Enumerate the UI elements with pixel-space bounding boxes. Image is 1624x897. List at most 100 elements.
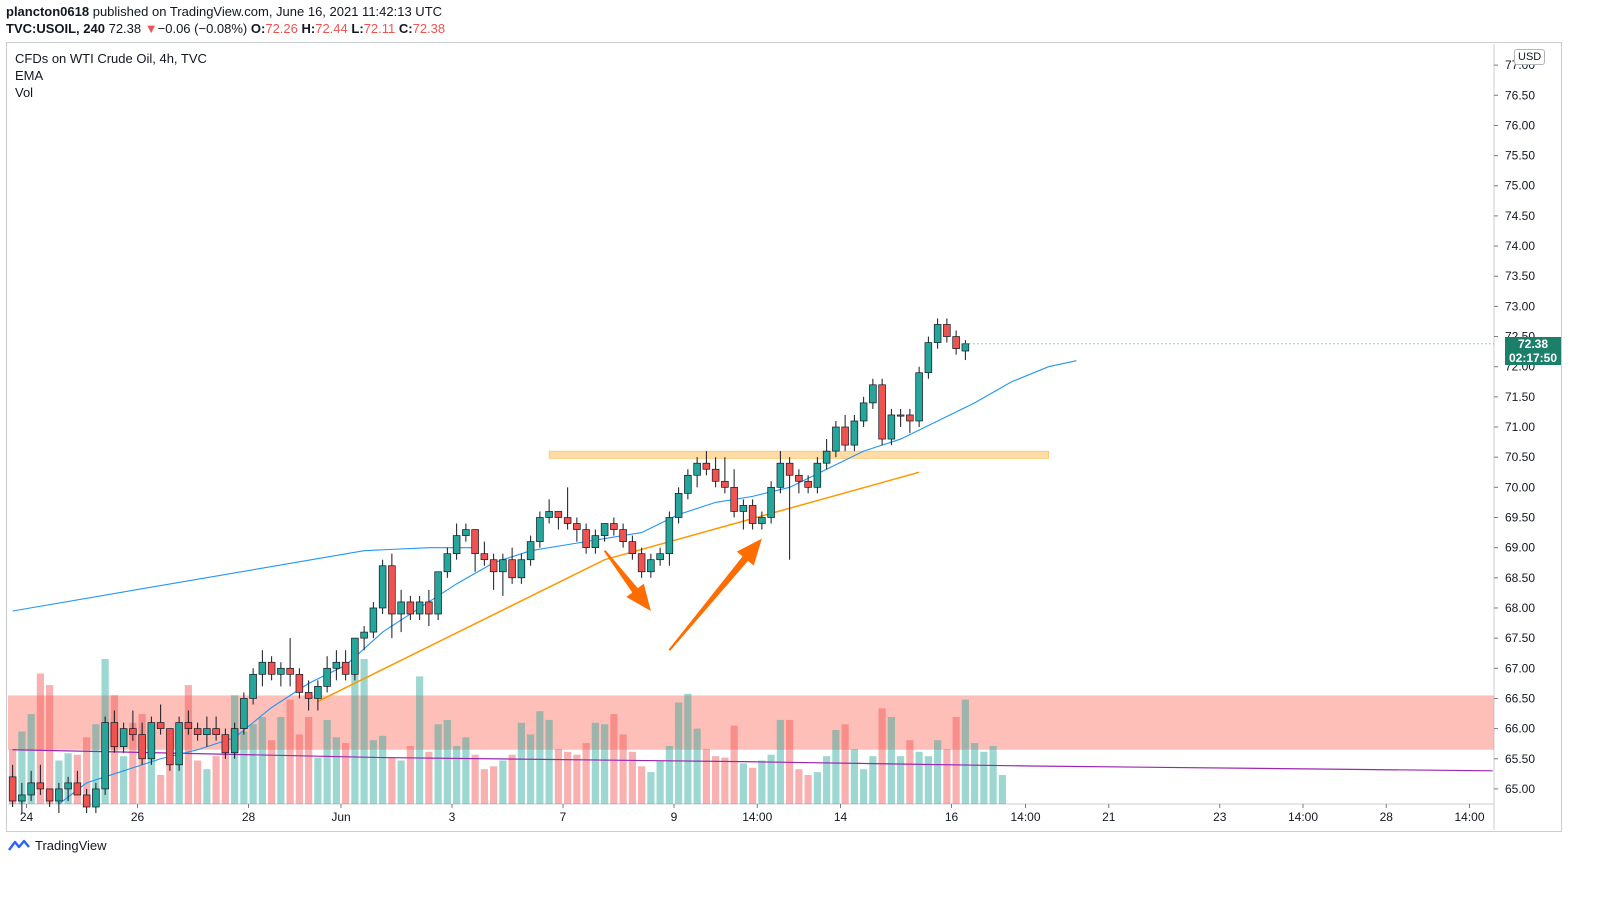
candle-body	[637, 553, 646, 573]
volume-bar	[27, 714, 35, 804]
candle-body	[674, 493, 683, 518]
price-tick-label: 73.50	[1505, 269, 1535, 283]
price-tick-label: 76.00	[1505, 118, 1535, 132]
legend-vol[interactable]: Vol	[15, 85, 34, 100]
candle-body	[341, 661, 350, 675]
volume-bar	[46, 685, 54, 804]
volume-bar	[305, 717, 313, 804]
time-tick-label: 28	[242, 810, 256, 824]
candle-body	[18, 794, 26, 802]
volume-bar	[147, 743, 155, 804]
volume-bar	[120, 756, 128, 804]
high-value: 72.44	[315, 21, 348, 36]
price-tick-label: 66.50	[1505, 691, 1535, 705]
volume-bar	[813, 772, 821, 804]
candle-body	[610, 523, 618, 530]
candle-body	[526, 541, 535, 561]
candle-body	[452, 535, 461, 555]
volume-bar	[397, 760, 405, 804]
volume-bar	[804, 775, 812, 804]
volume-bar	[601, 724, 609, 804]
volume-bar	[573, 754, 581, 804]
candle-body	[277, 667, 285, 675]
volume-bar	[554, 748, 562, 804]
candle-body	[758, 517, 766, 524]
price-tick-label: 66.00	[1505, 722, 1535, 736]
candle-body	[45, 788, 54, 802]
volume-bar	[332, 737, 340, 804]
footer-brand[interactable]: TradingView	[8, 838, 107, 853]
volume-bar	[943, 748, 951, 804]
symbol-label[interactable]: TVC:USOIL, 240	[6, 21, 105, 36]
candle-body	[55, 788, 63, 802]
candle-body	[258, 661, 267, 675]
time-tick-label: 9	[671, 810, 678, 824]
volume-bar	[471, 754, 479, 804]
candle-body	[730, 486, 738, 512]
volume-bar	[258, 717, 266, 804]
candle-body	[462, 529, 470, 536]
candle-body	[767, 486, 775, 518]
candle-body	[702, 462, 711, 470]
price-tick-label: 71.50	[1505, 390, 1535, 404]
candle-body	[369, 607, 378, 633]
time-tick-label: 24	[20, 810, 34, 824]
price-tick-label: 75.00	[1505, 179, 1535, 193]
candle-body	[711, 468, 720, 482]
candle-body	[832, 426, 840, 452]
candle-body	[480, 553, 489, 561]
volume-bar	[841, 724, 849, 804]
candle-body	[101, 722, 109, 790]
price-tick-label: 68.00	[1505, 601, 1535, 615]
volume-bar	[129, 722, 137, 804]
legend-ema[interactable]: EMA	[15, 68, 44, 83]
volume-bar	[36, 673, 44, 804]
candle-body	[92, 788, 100, 808]
volume-bar	[480, 769, 488, 804]
candle-body	[619, 529, 627, 542]
volume-bar	[665, 746, 673, 804]
candle-body	[166, 728, 174, 766]
candle-body	[119, 728, 128, 748]
candle-body	[887, 414, 896, 440]
volume-bar	[360, 659, 368, 804]
arrow-up-annotation	[668, 538, 762, 651]
candle-body	[64, 782, 72, 790]
price-tick-label: 70.00	[1505, 480, 1535, 494]
legend-title[interactable]: CFDs on WTI Crude Oil, 4h, TVC	[15, 51, 207, 66]
volume-bar	[915, 751, 923, 804]
volume-bar	[591, 722, 599, 804]
candle-body	[351, 637, 359, 675]
volume-bar	[795, 769, 803, 804]
candle-body	[684, 474, 692, 494]
volume-bar	[369, 740, 377, 804]
author-name[interactable]: plancton0618	[6, 4, 90, 19]
candle-body	[656, 553, 664, 561]
price-tick-label: 73.00	[1505, 299, 1535, 313]
volume-bar	[379, 735, 387, 804]
volume-bar	[952, 717, 960, 804]
change-down-icon: ▼	[144, 21, 158, 36]
brand-name: TradingView	[35, 838, 107, 853]
candle-body	[776, 462, 785, 488]
volume-bar	[499, 760, 507, 804]
candle-body	[147, 722, 156, 760]
volume-bar	[406, 746, 414, 804]
volume-zone-highlight	[8, 695, 1494, 750]
volume-bar	[18, 731, 26, 804]
candle-body	[388, 565, 396, 615]
candle-body	[82, 794, 91, 808]
volume-bar	[850, 748, 858, 804]
currency-button[interactable]: USD	[1514, 49, 1546, 65]
close-label: C:	[398, 21, 413, 36]
candle-body	[961, 343, 970, 352]
volume-bar	[702, 748, 710, 804]
time-tick-label: 14:00	[1288, 810, 1318, 824]
volume-bar	[545, 719, 553, 804]
candle-body	[110, 722, 119, 748]
time-tick-label: 3	[449, 810, 456, 824]
candle-body	[573, 523, 581, 530]
candle-body	[517, 559, 526, 579]
candle-body	[785, 462, 794, 476]
